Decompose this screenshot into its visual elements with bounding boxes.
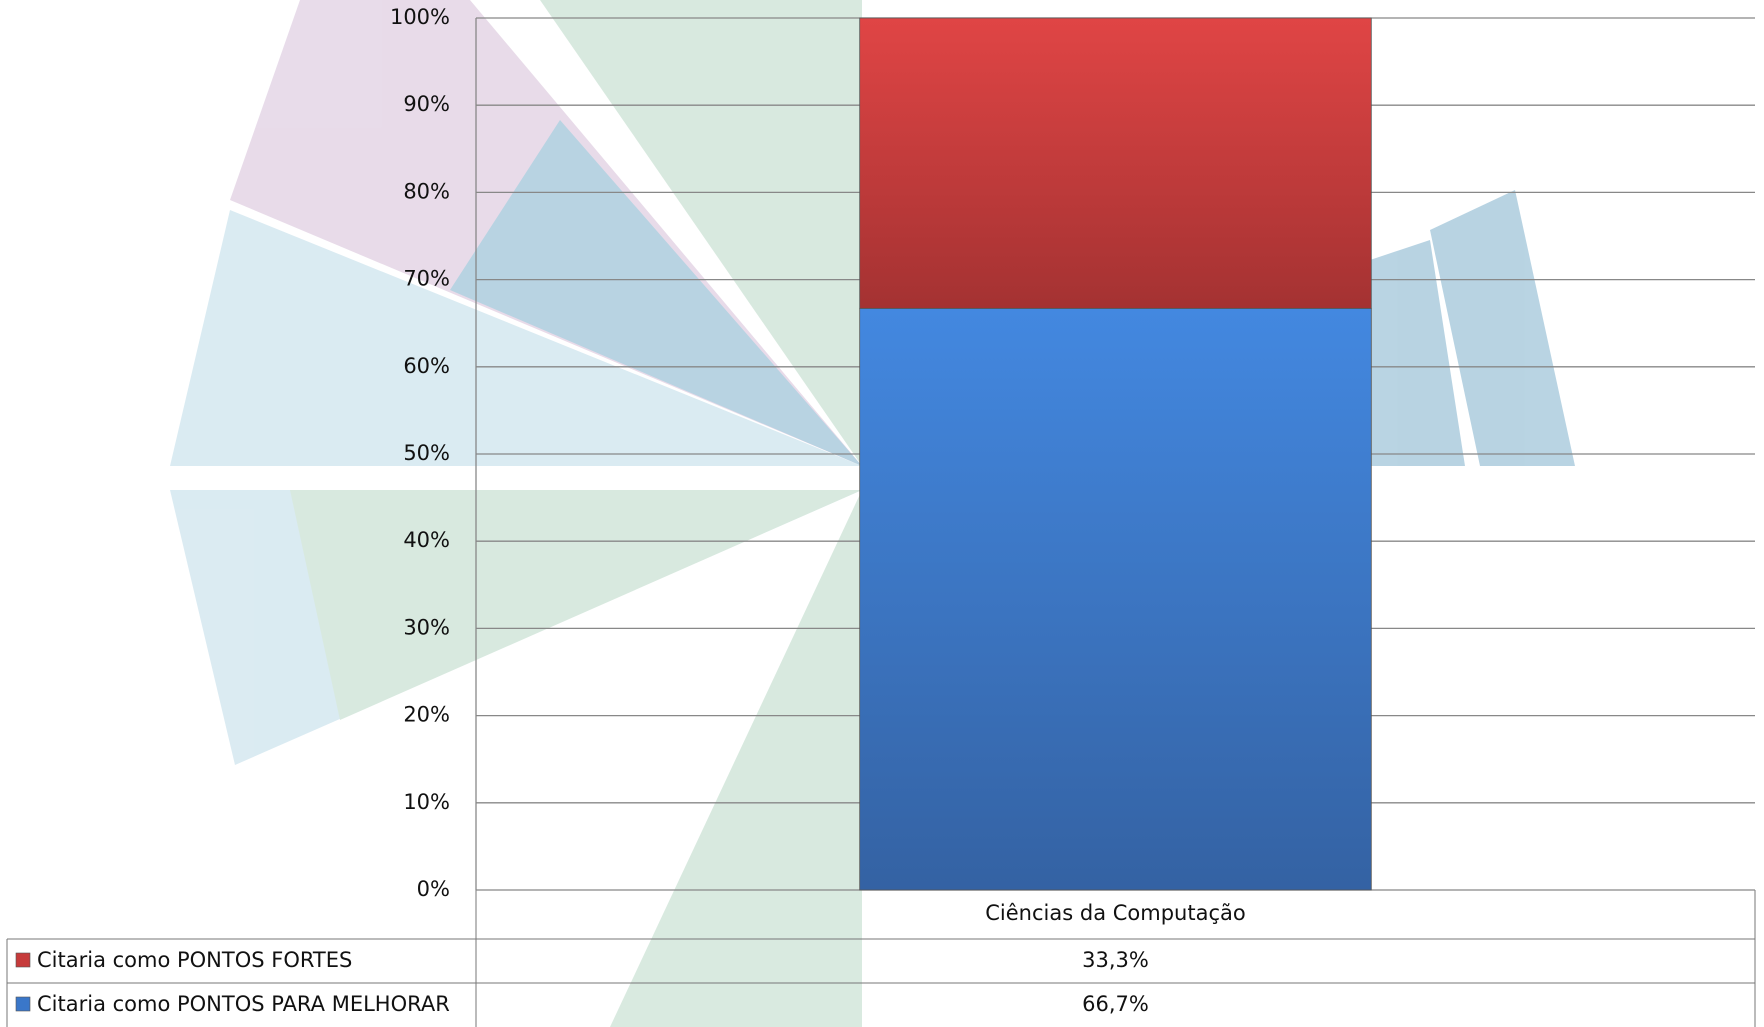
y-tick-label: 70% bbox=[403, 267, 450, 291]
y-tick-label: 50% bbox=[403, 441, 450, 465]
y-tick-label: 60% bbox=[403, 354, 450, 378]
legend-swatch bbox=[15, 952, 31, 968]
y-tick-label: 100% bbox=[390, 5, 450, 29]
legend-label: Citaria como PONTOS FORTES bbox=[37, 948, 352, 972]
category-label: Ciências da Computação bbox=[985, 901, 1245, 925]
legend-swatch bbox=[15, 996, 31, 1012]
bar-segment bbox=[859, 307, 1372, 891]
y-tick-label: 90% bbox=[403, 92, 450, 116]
bar-segment bbox=[859, 17, 1372, 309]
y-tick-label: 0% bbox=[417, 877, 450, 901]
data-table bbox=[6, 890, 1756, 1027]
y-tick-label: 20% bbox=[403, 703, 450, 727]
watermark bbox=[170, 0, 1575, 1027]
table-value: 66,7% bbox=[1082, 992, 1149, 1016]
y-tick-label: 30% bbox=[403, 615, 450, 639]
table-value: 33,3% bbox=[1082, 948, 1149, 972]
y-tick-label: 40% bbox=[403, 528, 450, 552]
legend-label: Citaria como PONTOS PARA MELHORAR bbox=[37, 992, 450, 1016]
y-tick-label: 10% bbox=[403, 790, 450, 814]
y-tick-label: 80% bbox=[403, 179, 450, 203]
